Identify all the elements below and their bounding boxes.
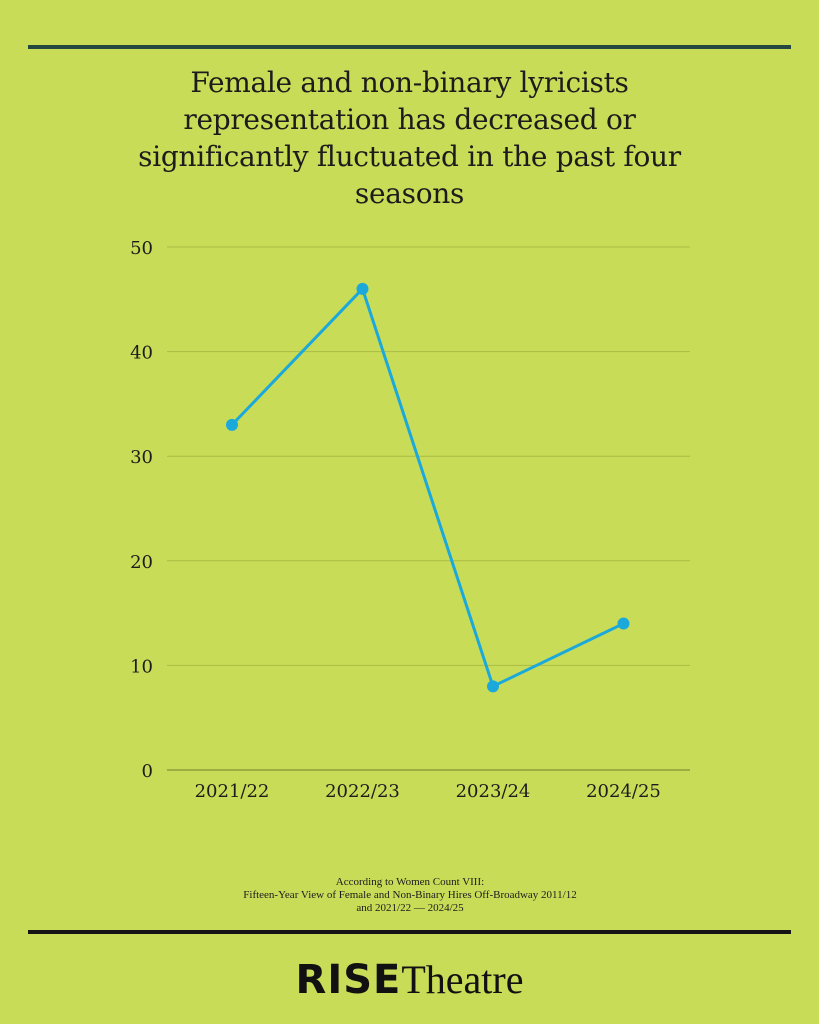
footnote-line-2: Fifteen-Year View of Female and Non-Bina… bbox=[243, 889, 577, 901]
y-tick-label-30: 30 bbox=[130, 447, 153, 468]
data-point-2021-22 bbox=[226, 418, 238, 431]
x-tick-label-2021-22: 2021/22 bbox=[195, 781, 270, 802]
y-tick-label-20: 20 bbox=[130, 552, 153, 573]
rise-theatre-logo: RISETheatre bbox=[0, 957, 819, 1003]
source-footnote: According to Women Count VIII: Fifteen-Y… bbox=[160, 876, 660, 915]
footnote-line-1: According to Women Count VIII: bbox=[335, 876, 485, 888]
x-tick-label-2022-23: 2022/23 bbox=[325, 781, 400, 802]
logo-rise: RISE bbox=[295, 957, 402, 1003]
chart-title: Female and non-binary lyricists represen… bbox=[138, 66, 681, 210]
bottom-rule bbox=[28, 930, 791, 934]
y-tick-label-40: 40 bbox=[130, 343, 153, 364]
y-tick-label-0: 0 bbox=[142, 761, 153, 782]
x-tick-label-2024-25: 2024/25 bbox=[586, 781, 661, 802]
x-tick-label-2023-24: 2023/24 bbox=[456, 781, 531, 802]
data-point-2024-25 bbox=[617, 617, 630, 630]
logo-theatre: Theatre bbox=[401, 957, 524, 1002]
data-point-2023-24 bbox=[487, 680, 499, 693]
y-tick-label-50: 50 bbox=[130, 238, 153, 259]
footnote-line-3: and 2021/22 — 2024/25 bbox=[356, 902, 464, 914]
series-line-0 bbox=[230, 287, 625, 688]
data-point-2022-23 bbox=[356, 282, 369, 295]
y-tick-label-10: 10 bbox=[130, 656, 153, 677]
top-rule bbox=[28, 45, 791, 49]
